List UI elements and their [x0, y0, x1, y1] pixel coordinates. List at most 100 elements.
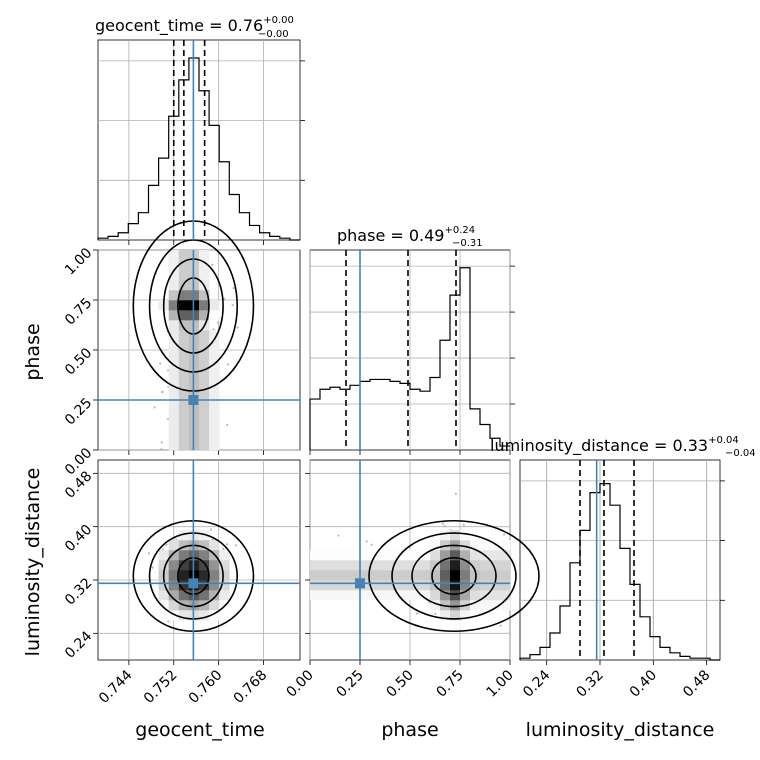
- density-cell: [370, 560, 381, 571]
- density-cell: [219, 550, 230, 561]
- density-cell: [199, 250, 210, 261]
- density-cell: [199, 300, 210, 311]
- density-cell: [460, 570, 471, 581]
- xlabel-geocent-time: geocent_time: [135, 719, 264, 741]
- density-cell: [360, 590, 371, 601]
- density-cell: [168, 540, 180, 551]
- density-cell: [178, 280, 190, 291]
- density-cell: [410, 580, 421, 591]
- density-cell: [500, 560, 511, 571]
- density-cell: [440, 540, 451, 551]
- sample-point: [502, 533, 506, 536]
- density-cell: [310, 570, 321, 581]
- tick-label-geocent_time: 0.768: [231, 667, 271, 707]
- density-cell: [450, 570, 461, 581]
- density-cell: [178, 360, 190, 371]
- density-cell: [168, 400, 180, 411]
- density-cell: [440, 580, 451, 591]
- density-cell: [209, 430, 220, 441]
- density-cell: [470, 570, 481, 581]
- density-cell: [440, 610, 451, 621]
- density-cell: [199, 260, 210, 271]
- contour-level-3: [411, 544, 497, 608]
- density-cell: [168, 280, 180, 291]
- tick-label-luminosity_distance: 0.24: [520, 667, 553, 700]
- density-cell: [470, 540, 481, 551]
- density-cell: [450, 610, 461, 621]
- density-cell: [168, 380, 180, 391]
- tick-label-phase: 0.50: [383, 667, 416, 700]
- density-cell: [199, 390, 210, 401]
- density-cell: [168, 310, 180, 321]
- density-cell: [320, 560, 331, 571]
- density-cell: [199, 530, 210, 541]
- ylabel-luminosity-distance: luminosity_distance: [22, 468, 44, 657]
- density-cell: [168, 370, 180, 381]
- density-cell: [400, 550, 411, 561]
- density-cell: [158, 600, 169, 611]
- sample-point: [153, 406, 156, 409]
- density-cell: [490, 560, 501, 571]
- tick-label-luminosity_distance: 0.32: [62, 575, 95, 608]
- density-cell: [209, 410, 220, 421]
- density-cell: [219, 590, 230, 601]
- density-cell: [450, 600, 461, 611]
- density-cell: [178, 560, 190, 571]
- density-cell: [178, 400, 190, 411]
- density-cell: [410, 570, 421, 581]
- density-cell: [480, 590, 491, 601]
- sample-point: [454, 492, 457, 495]
- density-cell: [420, 570, 431, 581]
- density-cell: [209, 560, 220, 571]
- density-cell: [178, 420, 190, 431]
- density-cell: [168, 390, 180, 401]
- tick-label-phase: 0.00: [283, 667, 316, 700]
- density-cell: [460, 590, 471, 601]
- density-cell: [209, 390, 220, 401]
- density-cell: [158, 590, 169, 601]
- sample-point: [166, 417, 170, 421]
- density-cell: [440, 570, 451, 581]
- density-cell: [330, 550, 341, 561]
- density-cell: [330, 590, 341, 601]
- density-cell: [178, 290, 190, 301]
- density-cell: [350, 550, 361, 561]
- contour-level-2: [391, 532, 517, 620]
- density-cell: [310, 560, 321, 571]
- density-cell: [158, 580, 169, 591]
- density-cell: [370, 590, 381, 601]
- density-cell: [400, 590, 411, 601]
- density-cell: [430, 560, 441, 571]
- density-cell: [380, 570, 391, 581]
- density-cell: [460, 540, 471, 551]
- density-cell: [340, 560, 351, 571]
- density-cell: [340, 550, 351, 561]
- density-cell: [209, 570, 220, 581]
- density-cell: [168, 430, 180, 441]
- density-cell: [199, 340, 210, 351]
- sample-point: [462, 523, 465, 526]
- density-cell: [199, 570, 210, 581]
- density-cell: [158, 560, 169, 571]
- density-cell: [490, 550, 501, 561]
- density-cell: [209, 540, 220, 551]
- sample-point: [216, 321, 220, 324]
- density-cell: [178, 270, 190, 281]
- density-cell: [168, 550, 180, 561]
- density-cell: [340, 580, 351, 591]
- tick-label-phase: 0.25: [333, 667, 366, 700]
- sample-point: [210, 263, 214, 266]
- density-cell: [340, 570, 351, 581]
- sample-point: [499, 624, 502, 627]
- density-cell: [390, 580, 401, 591]
- density-cell: [360, 560, 371, 571]
- sample-point: [147, 552, 151, 555]
- density-cell: [199, 370, 210, 381]
- density-cell: [199, 440, 210, 451]
- sample-point: [161, 390, 164, 394]
- density-cell: [440, 550, 451, 561]
- tick-label-geocent_time: 0.752: [141, 667, 181, 707]
- density-cell: [430, 570, 441, 581]
- density-cell: [330, 570, 341, 581]
